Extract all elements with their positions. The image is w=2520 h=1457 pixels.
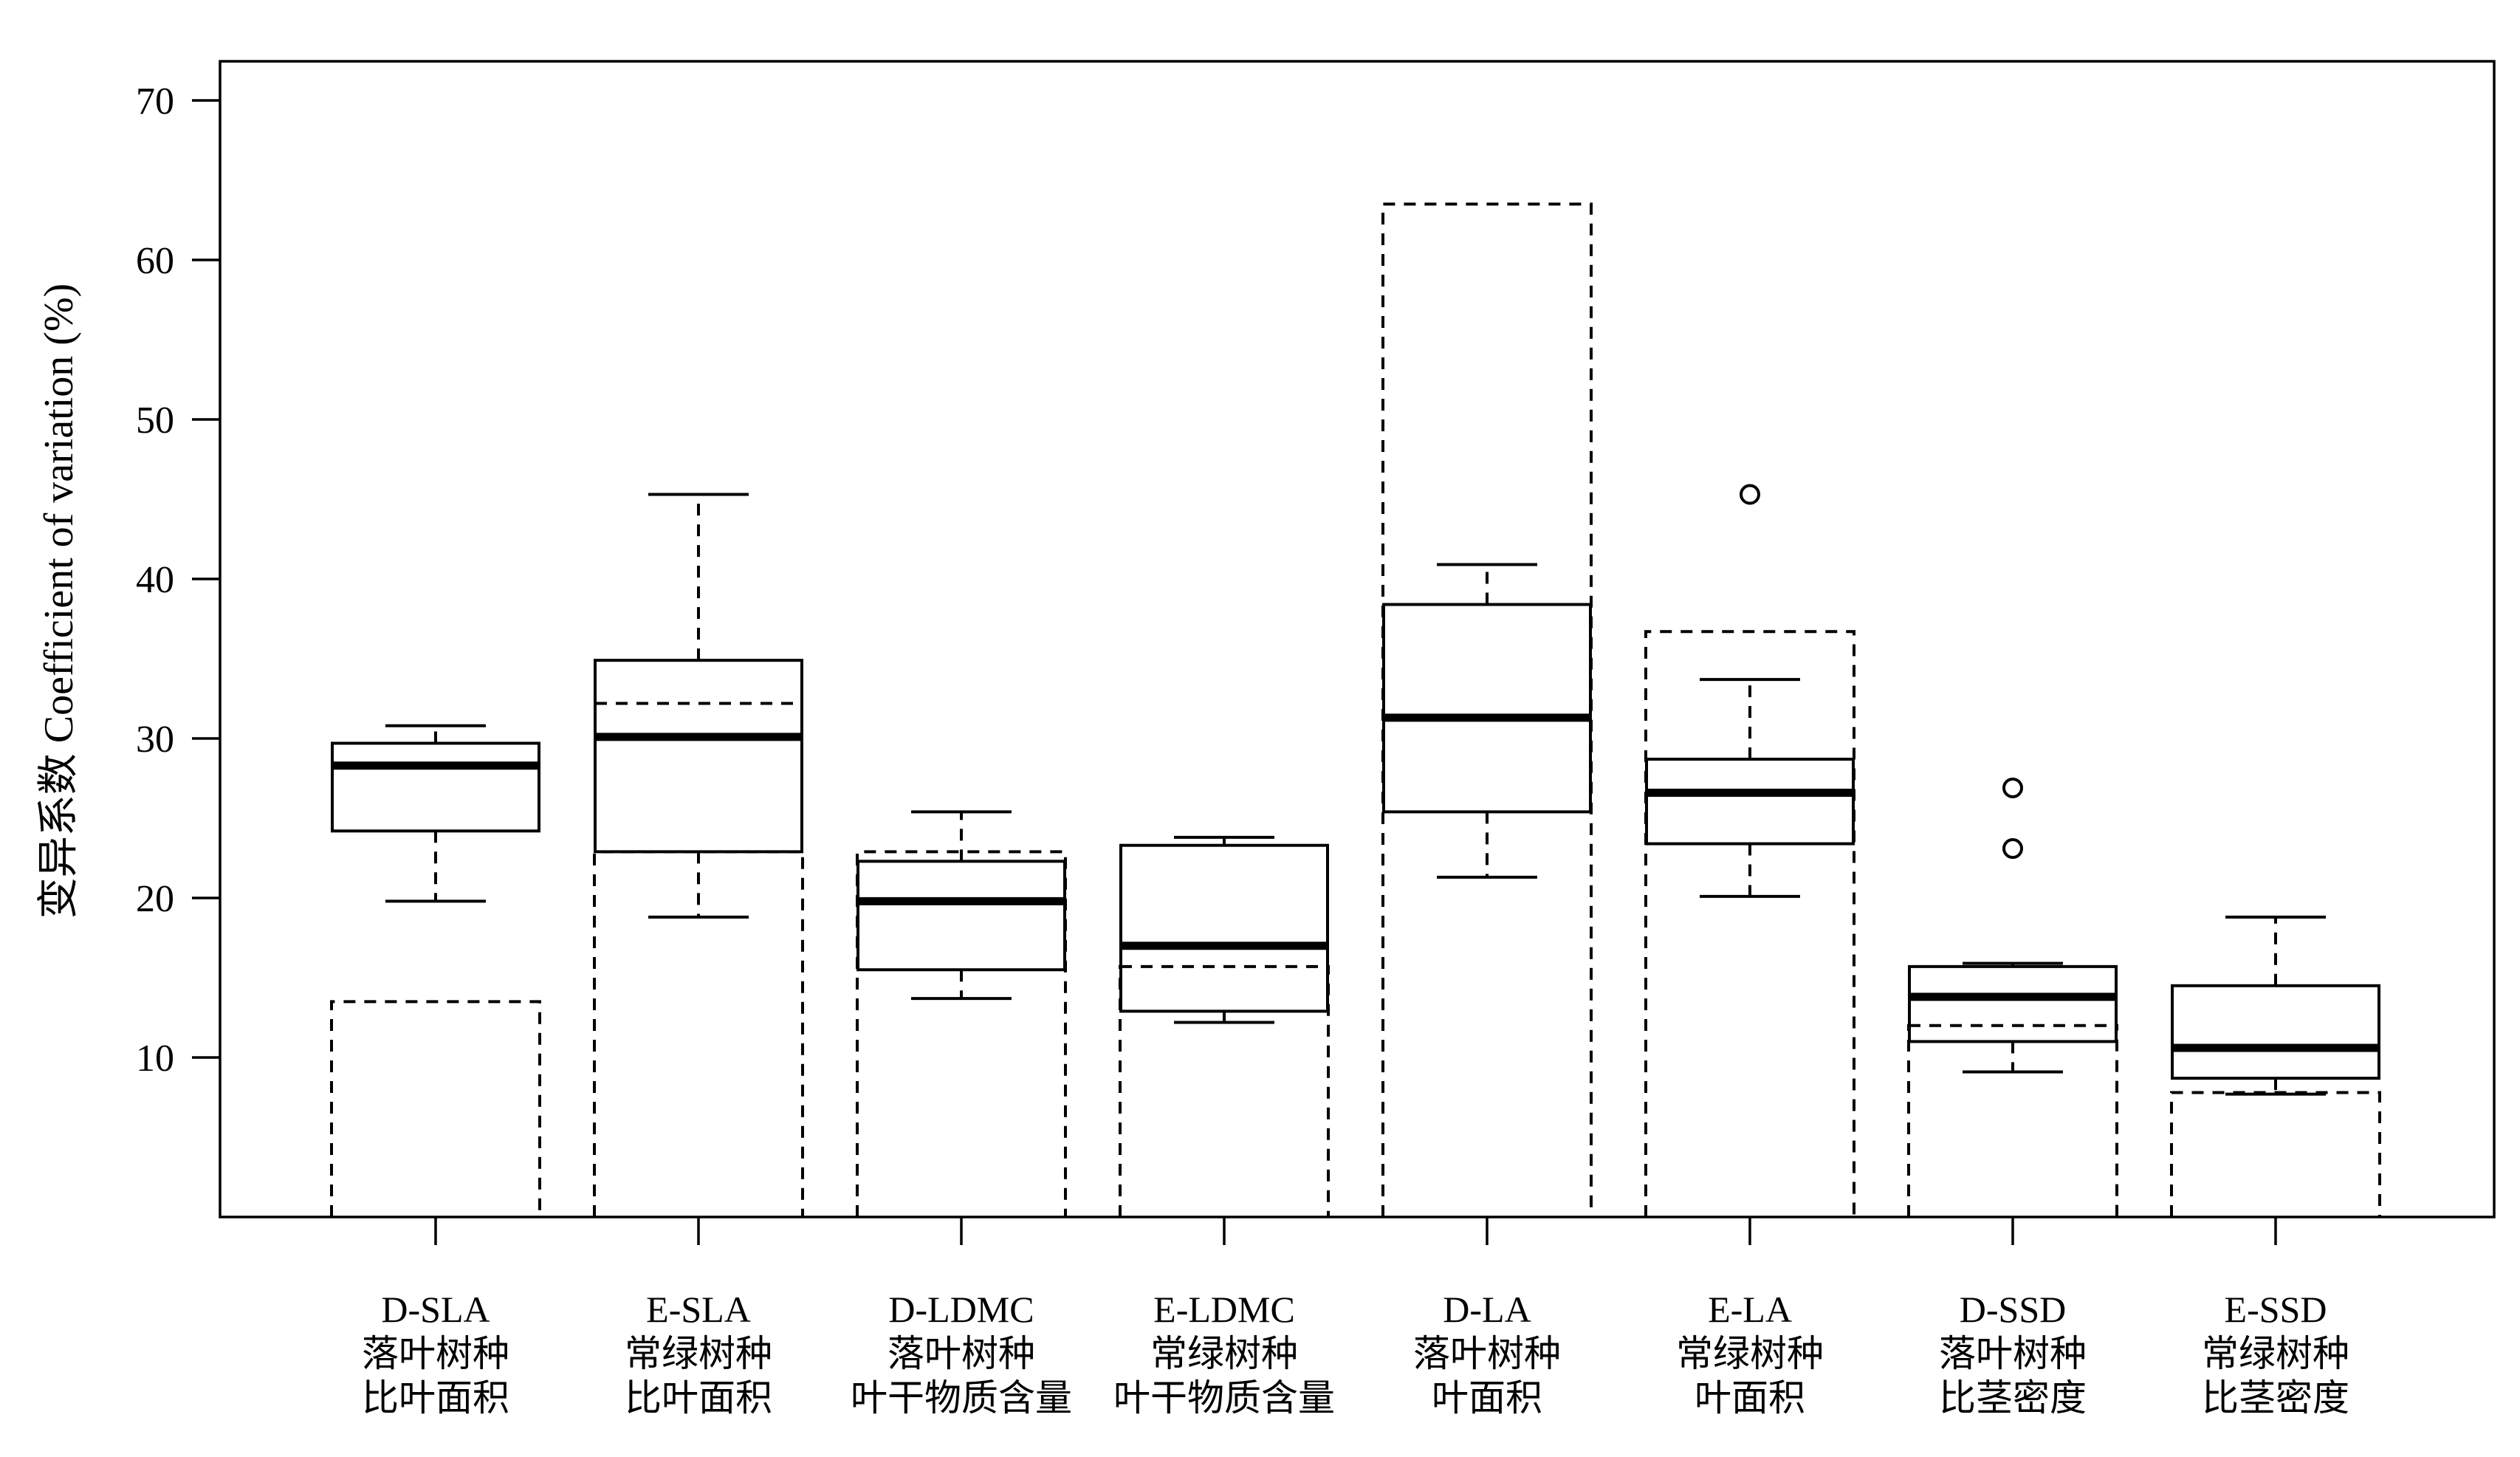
x-label-line2: 比茎密度 — [1939, 1377, 2087, 1419]
x-label-code: D-LDMC — [888, 1289, 1034, 1330]
plot-frame — [219, 60, 2496, 1218]
x-label-line1: 常绿树种 — [2202, 1333, 2349, 1374]
dashed-bar — [330, 1000, 541, 1217]
x-label-code: E-LA — [1708, 1289, 1792, 1330]
y-tick-label: 70 — [136, 80, 174, 123]
x-label-code: E-LDMC — [1153, 1289, 1295, 1330]
y-axis-title: 变异系数 Coefficient of variation (%) — [36, 284, 82, 919]
boxplot-D-SSD — [1908, 777, 2118, 1074]
x-label-line2: 比茎密度 — [2202, 1377, 2349, 1419]
boxplot-D-SLA — [331, 724, 540, 903]
x-label-line1: 常绿树种 — [625, 1333, 772, 1374]
boxplot-D-LA — [1382, 563, 1592, 879]
iqr-box — [1119, 843, 1329, 1013]
x-label-line1: 落叶树种 — [1413, 1333, 1561, 1374]
dashed-bar — [593, 850, 804, 1217]
x-label-line1: 常绿树种 — [1150, 1333, 1298, 1374]
y-tick-label: 30 — [136, 719, 174, 761]
x-label-line2: 比叶面积 — [625, 1377, 772, 1419]
dashed-bar — [1644, 630, 1855, 1217]
y-tick-label: 60 — [136, 240, 174, 282]
x-label-line2: 叶面积 — [1432, 1377, 1542, 1419]
iqr-box — [1908, 964, 2118, 1043]
x-label-code: D-SLA — [381, 1289, 490, 1330]
y-tick-label: 50 — [136, 400, 174, 442]
x-label-line1: 落叶树种 — [888, 1333, 1035, 1374]
x-label-line2: 叶干物质含量 — [851, 1377, 1072, 1419]
boxplot-E-SLA — [594, 493, 803, 919]
iqr-box — [1382, 603, 1592, 814]
iqr-box — [856, 860, 1066, 972]
x-label-line2: 比叶面积 — [362, 1377, 509, 1419]
outlier-point — [2002, 838, 2023, 860]
boxplot-E-LA — [1645, 484, 1855, 898]
x-label-line2: 叶面积 — [1695, 1377, 1805, 1419]
y-tick-label: 10 — [136, 1038, 174, 1080]
boxplot-E-LDMC — [1119, 835, 1329, 1024]
x-label-code: E-SSD — [2225, 1289, 2327, 1330]
x-label-line1: 落叶树种 — [1939, 1333, 2087, 1374]
boxplot-E-SSD — [2171, 915, 2380, 1096]
x-label-line1: 落叶树种 — [362, 1333, 509, 1374]
boxplot-D-LDMC — [856, 810, 1066, 1001]
iqr-box — [594, 659, 803, 854]
x-label-code: E-SLA — [646, 1289, 751, 1330]
x-label-code: D-SSD — [1960, 1289, 2066, 1330]
iqr-box — [331, 741, 540, 833]
x-label-line1: 常绿树种 — [1676, 1333, 1824, 1374]
iqr-box — [1645, 758, 1855, 846]
x-label-code: D-LA — [1443, 1289, 1531, 1330]
y-tick-label: 20 — [136, 878, 174, 920]
y-tick-label: 40 — [136, 559, 174, 601]
dashed-bar — [856, 850, 1067, 1217]
outlier-point — [1740, 484, 1760, 505]
dashed-bar — [1907, 1024, 2118, 1217]
dashed-bar — [2170, 1091, 2381, 1217]
outlier-point — [2002, 777, 2023, 798]
iqr-box — [2171, 984, 2380, 1080]
x-label-line2: 叶干物质含量 — [1113, 1377, 1335, 1419]
